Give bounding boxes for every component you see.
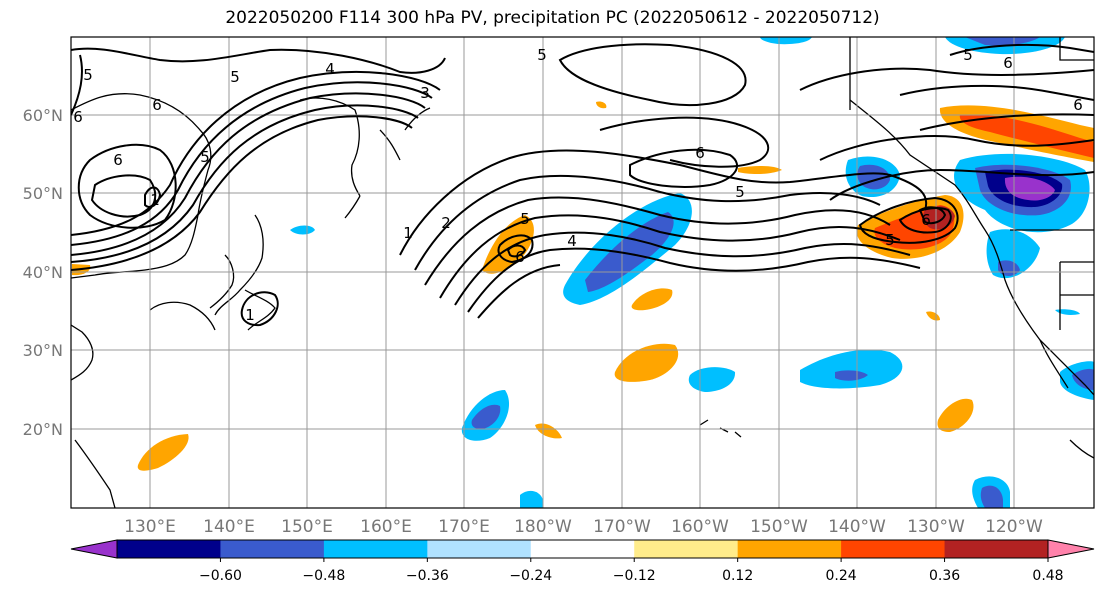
- lon-label-140e: 140°E: [203, 517, 255, 537]
- map-frame: [70, 36, 1095, 509]
- colorbar-segment: [634, 540, 739, 558]
- colorbar-tick-label: 0.48: [1032, 568, 1063, 584]
- colorbar-segment: [427, 540, 532, 558]
- longitude-labels: 130°E 140°E 150°E 160°E 170°E 180°W 170°…: [124, 517, 1043, 537]
- lon-label-160w: 160°W: [671, 517, 729, 537]
- contour-label: 6: [515, 248, 525, 266]
- colorbar-right-extension: [1047, 539, 1095, 559]
- contour-label: 2: [441, 214, 451, 232]
- lon-label-140w: 140°W: [828, 517, 886, 537]
- contour-label: 6: [73, 108, 83, 126]
- contour-label: 5: [520, 210, 530, 228]
- colorbar-tick-label: 0.12: [722, 568, 753, 584]
- colorbar-tick-label: 0.36: [929, 568, 960, 584]
- contour-label: 1: [245, 306, 255, 324]
- contour-label: 5: [885, 231, 895, 249]
- lon-label-170w: 170°W: [593, 517, 651, 537]
- contour-label: 6: [152, 96, 162, 114]
- lat-label-30n: 30°N: [23, 341, 63, 360]
- contour-labels: 5 4 3 6 6 5 5 6 5 6 5 1 2 4 5 6 1 5 6 5 …: [73, 46, 1083, 324]
- contour-label: 1: [403, 224, 413, 242]
- lon-label-170e: 170°E: [438, 517, 490, 537]
- contour-label: 4: [567, 232, 577, 250]
- contour-label: 5: [963, 46, 973, 64]
- colorbar-tick-label: 0.24: [826, 568, 857, 584]
- colorbar-segment: [841, 540, 946, 558]
- colorbar-tick-label: −0.60: [199, 568, 242, 584]
- lon-label-130e: 130°E: [124, 517, 176, 537]
- colorbar-tick-label: −0.24: [509, 568, 552, 584]
- contour-label: 4: [325, 60, 335, 78]
- contour-label: 6: [695, 144, 705, 162]
- contour-label: 5: [83, 66, 93, 84]
- lon-label-160e: 160°E: [360, 517, 412, 537]
- precip-shading: [72, 37, 1094, 508]
- lon-label-120w: 120°W: [985, 517, 1043, 537]
- lon-label-150w: 150°W: [750, 517, 808, 537]
- latitude-labels: 60°N 50°N 40°N 30°N 20°N: [23, 106, 63, 439]
- contour-label: 6: [1073, 96, 1083, 114]
- lat-label-20n: 20°N: [23, 420, 63, 439]
- colorbar-left-extension: [70, 539, 118, 559]
- colorbar-segment: [737, 540, 842, 558]
- contour-label: 5: [200, 148, 210, 166]
- colorbar-outline: [116, 539, 1049, 559]
- colorbar-segment: [117, 540, 221, 558]
- lon-label-130w: 130°W: [907, 517, 965, 537]
- lon-label-180w: 180°W: [514, 517, 572, 537]
- colorbar-segment: [220, 540, 325, 558]
- contour-label: 3: [420, 84, 430, 102]
- colorbar-segment: [323, 540, 428, 558]
- contour-label: 5: [735, 183, 745, 201]
- map-title: 2022050200 F114 300 hPa PV, precipitatio…: [225, 8, 880, 28]
- colorbar-segment: [530, 540, 635, 558]
- colorbar-tick-label: −0.12: [613, 568, 656, 584]
- contour-label: 6: [113, 151, 123, 169]
- contour-label: 5: [537, 46, 547, 64]
- colorbar-tick-label: −0.36: [406, 568, 449, 584]
- pv-contours: [71, 43, 1094, 327]
- contour-label: 6: [1003, 54, 1013, 72]
- lon-label-150e: 150°E: [281, 517, 333, 537]
- colorbar-segment: [944, 540, 1049, 558]
- contour-label: 5: [230, 68, 240, 86]
- lat-label-40n: 40°N: [23, 263, 63, 282]
- colorbar: −0.60 −0.48 −0.36 −0.24 −0.12 0.12 0.24 0.36 0.4…: [70, 539, 1095, 584]
- contour-label: 6: [921, 211, 931, 229]
- lat-label-50n: 50°N: [23, 184, 63, 203]
- contour-label: 1: [150, 191, 160, 209]
- colorbar-tick-label: −0.48: [302, 568, 345, 584]
- lat-label-60n: 60°N: [23, 106, 63, 125]
